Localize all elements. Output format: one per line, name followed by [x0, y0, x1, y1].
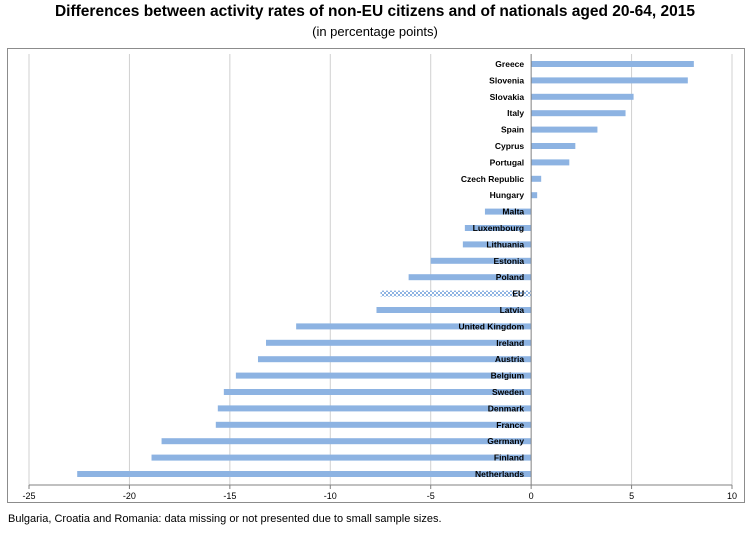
category-label: Estonia — [493, 256, 524, 266]
tick-label: -20 — [123, 491, 136, 501]
category-label: Netherlands — [475, 469, 524, 479]
bar — [531, 159, 570, 166]
category-labels: Greece Slovenia Slovakia Italy Spain Cyprus Po… — [459, 59, 525, 479]
category-label: Italy — [507, 108, 524, 118]
category-label: Czech Republic — [461, 174, 525, 184]
category-label: Poland — [496, 272, 524, 282]
category-label: Austria — [495, 354, 525, 364]
bar — [296, 323, 532, 330]
category-label: Latvia — [500, 305, 525, 315]
bar — [484, 208, 532, 215]
bar — [531, 93, 634, 100]
bar — [531, 77, 688, 84]
chart-subtitle: (in percentage points) — [312, 24, 438, 39]
bar — [408, 274, 532, 281]
category-label: Spain — [501, 125, 524, 135]
gridlines — [28, 54, 733, 485]
bar — [531, 61, 694, 67]
bar — [266, 339, 532, 346]
category-label: Belgium — [491, 371, 525, 381]
tick-label: 0 — [529, 491, 534, 501]
category-label: Slovenia — [489, 75, 524, 85]
bar — [430, 257, 532, 264]
tick-label: -25 — [22, 491, 35, 501]
category-label: Slovakia — [490, 92, 525, 102]
bar — [462, 241, 532, 248]
category-label: Malta — [502, 207, 524, 217]
bar — [161, 438, 532, 445]
tick-label: 5 — [629, 491, 634, 501]
bar — [217, 405, 532, 412]
category-label: Denmark — [488, 403, 525, 413]
category-label: Greece — [495, 59, 524, 69]
tick-label: -15 — [223, 491, 236, 501]
category-label: Germany — [487, 436, 524, 446]
category-label: Luxembourg — [473, 223, 524, 233]
bar — [376, 307, 532, 313]
bars — [77, 61, 694, 477]
tick-label: -10 — [324, 491, 337, 501]
category-label: Sweden — [492, 387, 524, 397]
bar — [531, 143, 576, 149]
bar — [531, 126, 598, 133]
category-label: Cyprus — [495, 141, 525, 151]
bar — [151, 454, 532, 461]
bar — [223, 389, 532, 395]
category-label: EU — [512, 289, 524, 299]
bar — [257, 356, 532, 363]
category-label: France — [496, 420, 524, 430]
bar — [464, 225, 532, 231]
category-label: Ireland — [496, 338, 524, 348]
bar — [531, 192, 538, 199]
category-label: Portugal — [490, 157, 524, 167]
bar — [531, 175, 542, 182]
bar — [531, 110, 626, 117]
footnote: Bulgaria, Croatia and Romania: data miss… — [8, 513, 442, 525]
tick-label: -5 — [427, 491, 435, 501]
plot-area — [7, 48, 745, 503]
tick-label: 10 — [727, 491, 737, 501]
x-axis: -25 -20 -15 -10 -5 0 5 10 — [22, 54, 737, 501]
bar — [77, 471, 532, 477]
category-label: Hungary — [490, 190, 525, 200]
category-label: Finland — [494, 453, 524, 463]
category-label: Lithuania — [486, 239, 524, 249]
category-label: United Kingdom — [459, 321, 525, 331]
chart-title: Differences between activity rates of no… — [54, 3, 695, 20]
bar — [235, 372, 532, 379]
bar-eu — [380, 290, 532, 297]
bar — [215, 421, 532, 428]
